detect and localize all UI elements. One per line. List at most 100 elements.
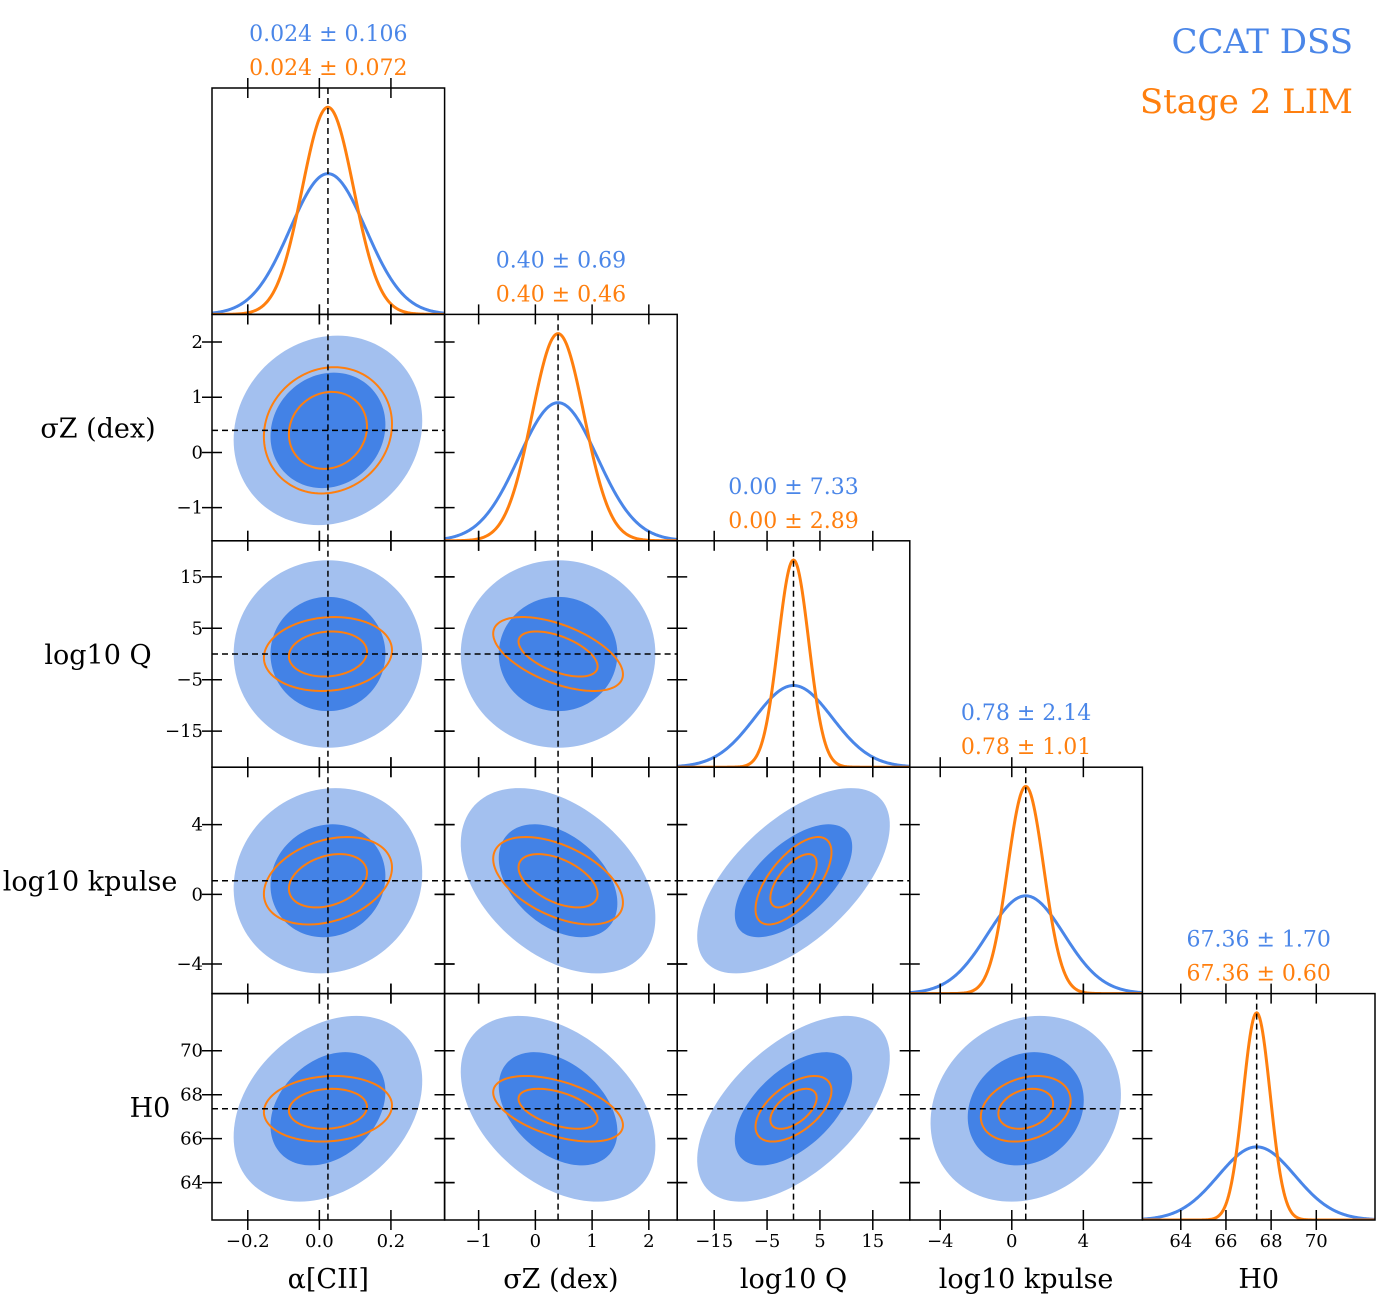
stage2-contour-95 [979, 1074, 1072, 1143]
summary-ccat: 0.024 ± 0.106 [249, 22, 407, 47]
y-axis-label: log10 kpulse [3, 866, 178, 897]
y-tick-label: 70 [180, 1041, 203, 1062]
panel-frame [443, 313, 678, 542]
stage2-contour-95 [754, 1075, 833, 1143]
x-tick-label: 66 [1215, 1231, 1238, 1252]
marginal-stage2-line [677, 558, 910, 768]
marginal-ccat-line [909, 894, 1143, 994]
panel-0-3 [212, 767, 445, 994]
stage2-contour-68 [517, 853, 599, 909]
x-tick-label: 5 [814, 1231, 825, 1252]
x-axis-label: α[CII] [288, 1264, 369, 1295]
panel-0-1 [212, 314, 445, 541]
panel-frame [909, 992, 1144, 1221]
x-tick-label: 0 [1006, 1231, 1017, 1252]
panel-0-4 [212, 993, 445, 1220]
summary-ccat: 0.00 ± 7.33 [728, 475, 858, 500]
summary-ccat: 0.78 ± 2.14 [961, 701, 1091, 726]
x-axis-label: σZ (dex) [503, 1264, 618, 1295]
x-axis-label: log10 Q [740, 1264, 847, 1295]
y-tick-label: 0 [192, 442, 203, 463]
diag-panel-0 [212, 88, 445, 315]
panel-0-2 [212, 540, 445, 768]
stage2-contour-68 [517, 630, 599, 678]
x-tick-label: 4 [1078, 1231, 1089, 1252]
stage2-contour-95 [754, 836, 833, 926]
panel-2-4 [677, 993, 910, 1220]
stage2-contour-68 [769, 853, 818, 909]
stage2-contour-95 [262, 366, 393, 495]
diag-panel-2 [677, 540, 910, 768]
stage2-contour-68 [287, 853, 368, 909]
summary-ccat: 0.40 ± 0.69 [496, 248, 626, 273]
stage2-contour-95 [262, 836, 393, 926]
stage2-contour-68 [517, 1087, 599, 1130]
stage2-contour-68 [287, 630, 368, 678]
x-tick-label: −0.2 [226, 1231, 270, 1252]
y-tick-label: 64 [180, 1173, 203, 1194]
x-tick-label: 0.0 [305, 1231, 334, 1252]
x-tick-label: 70 [1305, 1231, 1328, 1252]
x-tick-label: −4 [927, 1231, 954, 1252]
summary-ccat: 67.36 ± 1.70 [1187, 928, 1331, 953]
stage2-contour-68 [997, 1087, 1055, 1130]
y-tick-label: 5 [192, 618, 203, 639]
y-tick-label: 1 [192, 387, 203, 408]
panel-3-4 [909, 993, 1143, 1220]
x-tick-label: −15 [695, 1231, 733, 1252]
panel-2-3 [677, 767, 910, 994]
x-tick-label: 64 [1169, 1231, 1192, 1252]
stage2-contour-95 [492, 1074, 624, 1143]
panel-1-2 [444, 540, 678, 768]
legend-entry-ccat-dss: CCAT DSS [1171, 22, 1353, 62]
diag-panel-3 [909, 767, 1143, 994]
y-tick-label: 68 [180, 1085, 203, 1106]
y-axis-label: H0 [130, 1093, 171, 1124]
x-tick-label: 1 [586, 1231, 597, 1252]
x-axis-label: log10 kpulse [939, 1264, 1114, 1295]
x-tick-label: 15 [861, 1231, 884, 1252]
marginal-stage2-line [1142, 1011, 1375, 1220]
panel-frame [1141, 992, 1376, 1221]
marginal-ccat-line [444, 401, 678, 541]
summary-stage2: 0.40 ± 0.46 [496, 282, 626, 307]
panel-1-3 [444, 767, 678, 994]
x-tick-label: −5 [754, 1231, 781, 1252]
summary-stage2: 0.024 ± 0.072 [249, 56, 407, 81]
x-axis-label: H0 [1238, 1264, 1279, 1295]
marginal-stage2-line [444, 332, 678, 541]
stage2-contour-95 [492, 836, 624, 926]
x-tick-label: 0.2 [377, 1231, 406, 1252]
y-axis-label: log10 Q [44, 640, 151, 671]
stage2-contour-95 [262, 1074, 393, 1143]
summary-stage2: 67.36 ± 0.60 [1187, 962, 1331, 987]
summary-stage2: 0.00 ± 2.89 [728, 509, 858, 534]
diag-panel-1 [444, 314, 678, 541]
marginal-ccat-line [1142, 1145, 1376, 1220]
diag-panel-4 [1142, 993, 1376, 1220]
y-tick-label: 15 [180, 567, 203, 588]
y-tick-label: 66 [180, 1129, 203, 1150]
y-tick-label: 2 [192, 332, 203, 353]
y-tick-label: 4 [192, 815, 203, 836]
summary-stage2: 0.78 ± 1.01 [961, 735, 1091, 760]
y-tick-label: −15 [165, 721, 203, 742]
y-axis-label: σZ (dex) [40, 414, 155, 445]
stage2-contour-95 [262, 616, 393, 692]
x-tick-label: 68 [1260, 1231, 1283, 1252]
legend-entry-stage2-lim: Stage 2 LIM [1139, 82, 1353, 122]
y-tick-label: −1 [176, 498, 203, 519]
marginal-stage2-line [212, 105, 445, 315]
y-tick-label: −5 [176, 670, 203, 691]
stage2-contour-95 [492, 616, 624, 692]
x-tick-label: 2 [643, 1231, 654, 1252]
stage2-contour-68 [287, 390, 368, 470]
y-tick-label: −4 [176, 954, 203, 975]
y-tick-label: 0 [192, 884, 203, 905]
x-tick-label: −1 [465, 1231, 492, 1252]
panel-1-4 [444, 993, 678, 1220]
x-tick-label: 0 [530, 1231, 541, 1252]
stage2-contour-68 [769, 1087, 818, 1130]
stage2-contour-68 [287, 1087, 368, 1130]
